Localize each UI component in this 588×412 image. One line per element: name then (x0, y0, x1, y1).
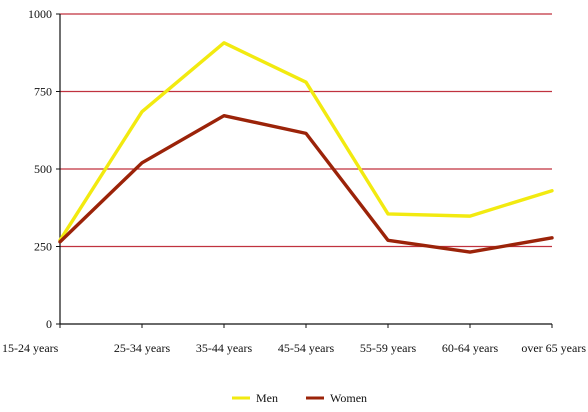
y-tick-label: 0 (46, 317, 52, 331)
y-tick-label: 750 (34, 85, 52, 99)
axes (56, 13, 553, 328)
series-lines (58, 41, 554, 254)
gridlines (60, 13, 552, 248)
x-tick-labels: 15-24 years 25-34 years 35-44 years 45-54 y… (2, 341, 586, 355)
x-tick-label: 15-24 years (2, 341, 59, 355)
series-line-women (58, 113, 554, 254)
y-tick-label: 500 (34, 162, 52, 176)
legend-label-women: Women (330, 391, 367, 405)
x-tick-label: 25-34 years (114, 341, 171, 355)
legend: Men Women (232, 391, 367, 405)
legend-label-men: Men (256, 391, 278, 405)
series-line-men (58, 41, 554, 243)
y-tick-labels: 0 250 500 750 1000 (28, 7, 52, 331)
x-tick-label: 35-44 years (196, 341, 253, 355)
x-tick-label: 45-54 years (278, 341, 335, 355)
x-tick-label: 60-64 years (442, 341, 499, 355)
x-tick-label: 55-59 years (360, 341, 417, 355)
x-tick-label: over 65 years (521, 341, 586, 355)
y-tick-label: 1000 (28, 7, 52, 21)
y-tick-label: 250 (34, 240, 52, 254)
